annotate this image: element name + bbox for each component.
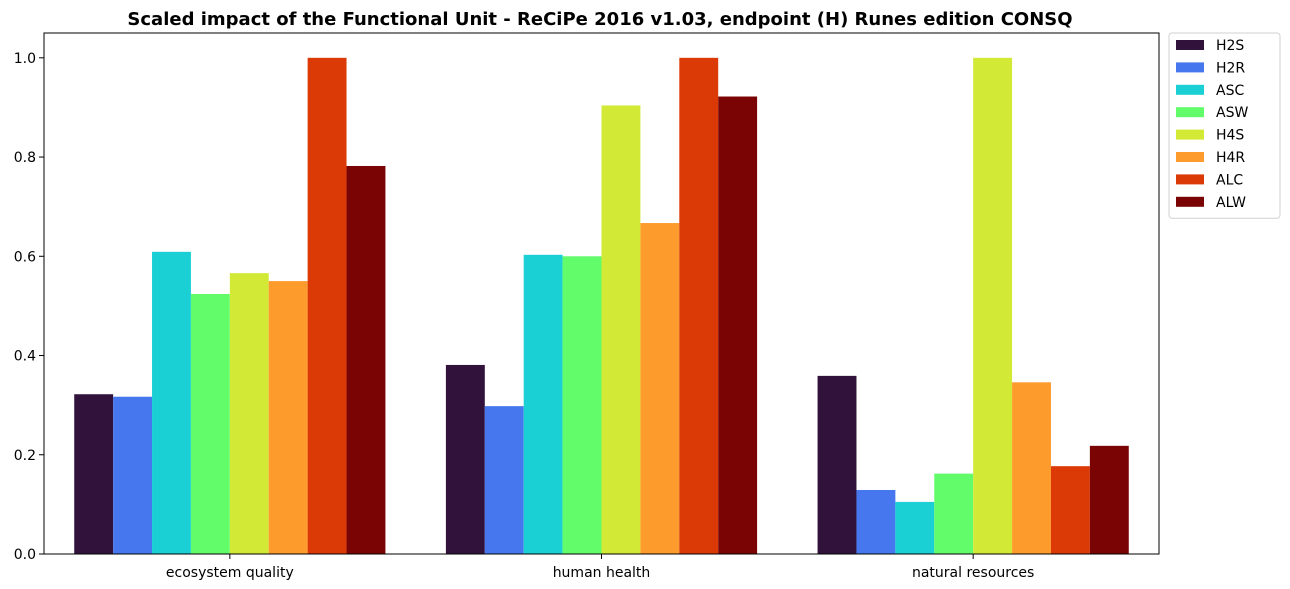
bar-asw-natural-resources	[934, 473, 974, 554]
legend-label-alw: ALW	[1216, 195, 1246, 211]
bars-group	[74, 57, 1129, 555]
y-tick-label: 0.6	[14, 249, 36, 265]
bar-h2r-ecosystem-quality	[113, 396, 153, 554]
legend-label-h2s: H2S	[1216, 38, 1244, 54]
legend-swatch-h4r	[1176, 152, 1204, 162]
bar-asw-human-health	[562, 256, 602, 554]
legend-swatch-alw	[1176, 196, 1204, 207]
x-tick-label: ecosystem quality	[166, 565, 294, 581]
bar-h2r-human-health	[484, 406, 524, 554]
legend-swatch-h2s	[1176, 40, 1204, 50]
bar-alc-natural-resources	[1050, 466, 1090, 554]
legend-label-h4s: H4S	[1216, 128, 1244, 144]
legend-swatch-asw	[1176, 107, 1204, 118]
legend: H2S H2R ASC ASW H4S H4R ALC ALW	[1168, 32, 1281, 219]
bar-asw-ecosystem-quality	[190, 294, 230, 554]
bar-alc-human-health	[679, 57, 719, 555]
bar-asc-natural-resources	[895, 501, 935, 554]
bar-h4r-human-health	[640, 223, 680, 555]
y-tick-label: 0.0	[14, 547, 36, 563]
legend-label-alc: ALC	[1216, 172, 1243, 188]
bar-asc-ecosystem-quality	[152, 251, 191, 554]
x-tick-label: human health	[553, 565, 651, 581]
bar-h4s-natural-resources	[973, 57, 1013, 555]
y-tick-label: 0.8	[14, 150, 36, 166]
bar-asc-human-health	[523, 254, 563, 555]
bar-alw-ecosystem-quality	[346, 165, 386, 555]
bar-alw-natural-resources	[1089, 445, 1129, 554]
legend-swatch-h4s	[1176, 129, 1204, 140]
legend-swatch-asc	[1176, 84, 1204, 95]
axes-group: 0.0 0.2 0.4 0.6 0.8 1.0 ecosystem quality human…	[14, 32, 1160, 581]
bar-h2s-natural-resources	[817, 375, 857, 554]
legend-label-h4r: H4R	[1216, 150, 1245, 166]
x-tick-label: natural resources	[912, 565, 1034, 581]
y-tick-label: 1.0	[14, 51, 36, 67]
legend-swatch-alc	[1176, 174, 1204, 185]
legend-swatch-h2r	[1176, 62, 1204, 73]
bar-alc-ecosystem-quality	[307, 57, 347, 555]
bar-h2s-ecosystem-quality	[74, 394, 114, 554]
bar-h4r-natural-resources	[1012, 382, 1051, 554]
chart-title: Scaled impact of the Functional Unit - R…	[127, 9, 1072, 30]
legend-frame	[1168, 32, 1281, 219]
bar-h2r-natural-resources	[856, 489, 896, 554]
bar-alw-human-health	[718, 96, 758, 554]
bar-h2s-human-health	[445, 364, 485, 554]
y-tick-label: 0.4	[14, 349, 36, 365]
legend-label-h2r: H2R	[1216, 60, 1245, 76]
bar-h4s-ecosystem-quality	[229, 273, 269, 554]
legend-label-asc: ASC	[1216, 83, 1244, 99]
bar-h4s-human-health	[601, 105, 641, 554]
bar-h4r-ecosystem-quality	[268, 281, 308, 554]
y-tick-label: 0.2	[14, 448, 36, 464]
legend-label-asw: ASW	[1216, 105, 1248, 121]
